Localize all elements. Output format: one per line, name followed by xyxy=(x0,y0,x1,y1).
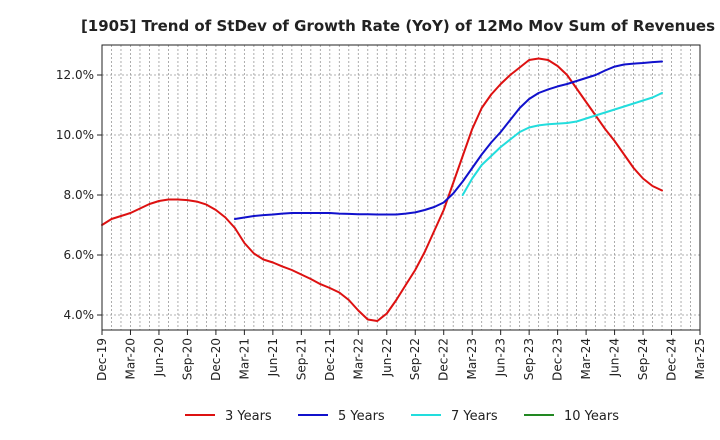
x-tick-label: Sep-24 xyxy=(636,338,650,380)
x-tick-label: Jun-20 xyxy=(152,338,166,377)
x-axis-ticks: Dec-19 Mar-20 Jun-20 Sep-20 Dec-20 Mar-21 Jun-… xyxy=(95,330,707,381)
chart-title: [1905] Trend of StDev of Growth Rate (Yo… xyxy=(81,17,715,35)
series-line-7-years xyxy=(461,92,663,196)
x-tick-label: Mar-23 xyxy=(465,338,479,379)
x-tick-label: Sep-22 xyxy=(408,338,422,380)
y-tick-label: 4.0% xyxy=(64,308,95,322)
x-tick-label: Dec-24 xyxy=(665,338,679,381)
x-tick-label: Jun-22 xyxy=(380,338,394,377)
legend-label-3-years: 3 Years xyxy=(225,409,272,424)
x-tick-label: Dec-22 xyxy=(437,338,451,381)
series-line-3-years xyxy=(101,57,663,322)
legend-label-10-years: 10 Years xyxy=(564,409,619,424)
x-tick-label: Mar-22 xyxy=(351,338,365,379)
y-tick-label: 6.0% xyxy=(64,248,95,262)
gridlines xyxy=(101,45,701,330)
legend-label-7-years: 7 Years xyxy=(451,409,498,424)
y-axis-ticks: 4.0% 6.0% 8.0% 10.0% 12.0% xyxy=(56,68,102,322)
y-tick-label: 12.0% xyxy=(56,68,94,82)
y-tick-label: 8.0% xyxy=(64,188,95,202)
x-tick-label: Dec-20 xyxy=(209,338,223,381)
x-tick-label: Mar-25 xyxy=(693,338,707,379)
x-tick-label: Sep-21 xyxy=(294,338,308,380)
series-lines xyxy=(101,57,663,322)
x-tick-label: Jun-21 xyxy=(266,338,280,377)
x-tick-label: Dec-23 xyxy=(551,338,565,381)
x-tick-label: Mar-20 xyxy=(123,338,137,379)
x-tick-label: Jun-24 xyxy=(608,338,622,377)
plot-area-frame xyxy=(101,44,701,331)
x-tick-label: Jun-23 xyxy=(494,338,508,377)
x-tick-label: Sep-23 xyxy=(522,338,536,380)
x-tick-label: Mar-24 xyxy=(579,338,593,379)
x-tick-label: Mar-21 xyxy=(237,338,251,379)
y-tick-label: 10.0% xyxy=(56,128,94,142)
x-tick-label: Dec-19 xyxy=(95,338,109,381)
legend: 3 Years 5 Years 7 Years 10 Years xyxy=(185,409,619,424)
x-tick-label: Sep-20 xyxy=(180,338,194,380)
legend-label-5-years: 5 Years xyxy=(338,409,385,424)
x-tick-label: Dec-21 xyxy=(323,338,337,381)
series-line-5-years xyxy=(233,60,663,220)
